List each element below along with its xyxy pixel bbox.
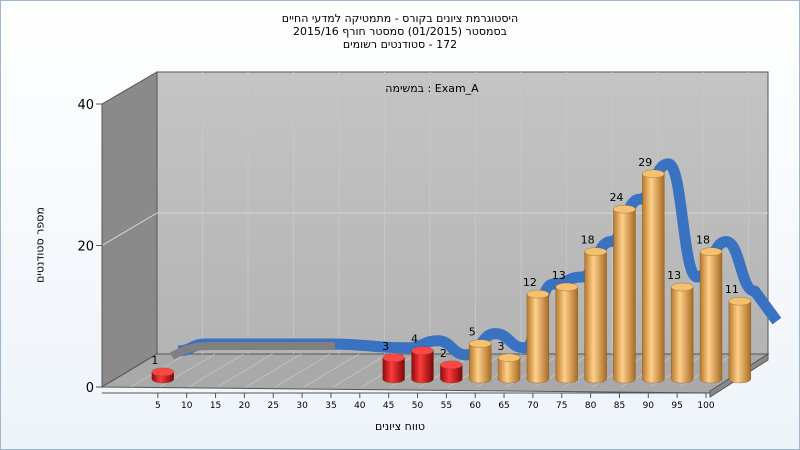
bar-value-label: 11 (725, 283, 739, 296)
bar-100: 18 (696, 234, 723, 384)
bar-body (555, 286, 578, 384)
x-tick-label: 75 (556, 401, 567, 411)
bar-body (584, 251, 607, 384)
x-tick-label: 55 (441, 401, 452, 411)
x-tick-label: 45 (383, 401, 394, 411)
bar-top (671, 282, 694, 292)
y-tick-label: 0 (86, 381, 94, 396)
bar-value-label: 13 (667, 269, 681, 282)
bar-top (613, 205, 636, 214)
bar-95: 13 (667, 269, 694, 384)
bar-80: 18 (581, 234, 607, 384)
x-tick-label: 80 (585, 401, 597, 411)
y-tick-label: 20 (77, 240, 94, 255)
bar-value-label: 1 (151, 354, 158, 367)
bar-45: 3 (382, 340, 405, 384)
x-tick-label: 40 (354, 401, 366, 411)
x-axis-title: טווח ציונים (375, 420, 425, 433)
bar-body (671, 286, 694, 384)
bar-50: 4 (411, 333, 434, 384)
bar-value-label: 4 (411, 333, 418, 346)
bar-top (555, 282, 578, 292)
bar-top (411, 346, 434, 355)
bar-value-label: 5 (469, 326, 476, 339)
grid-line (101, 212, 158, 246)
bar-5: 1 (151, 354, 175, 384)
bar-90: 29 (638, 156, 665, 384)
y-tick-label: 40 (77, 98, 94, 113)
floor-grid-line (332, 353, 389, 388)
bar-body (699, 251, 723, 384)
bar-value-label: 29 (638, 156, 652, 169)
bar-value-label: 18 (696, 234, 710, 247)
floor-grid-line (303, 353, 360, 388)
x-tick-label: 60 (469, 401, 481, 411)
bar-70: 12 (523, 276, 550, 384)
trend-ribbon-flat (170, 342, 335, 360)
bar-top (151, 367, 175, 377)
bar-body (382, 357, 405, 384)
chart-subtitle: במשימה : Exam_A (385, 82, 479, 95)
bar-55: 2 (440, 347, 463, 384)
x-tick-label: 50 (412, 401, 424, 411)
x-tick-label: 5 (155, 401, 161, 411)
bar-105: 11 (725, 283, 751, 384)
x-tick-label: 100 (697, 401, 714, 411)
bar-body (469, 343, 492, 384)
x-tick-label: 10 (181, 401, 193, 411)
bar-75: 13 (552, 269, 578, 384)
bar-body (526, 293, 550, 384)
x-tick-label: 25 (268, 401, 279, 411)
bar-top (584, 247, 607, 256)
bar-85: 24 (609, 191, 636, 384)
bar-value-label: 13 (552, 269, 566, 282)
bar-body (728, 301, 751, 384)
bar-value-label: 3 (498, 340, 505, 353)
y-axis-title: מספר סטודנטים (33, 207, 47, 283)
bar-body (497, 357, 521, 384)
bar-value-label: 3 (382, 340, 389, 353)
bar-top (526, 289, 550, 299)
bar-top (728, 297, 751, 306)
chart-title-line-1: היסטוגרמת ציונים בקורס - מתמטיקה למדעי ה… (281, 12, 519, 25)
bar-body (411, 350, 434, 384)
bar-top (642, 169, 665, 178)
bar-body (440, 364, 463, 384)
floor-grid-line (217, 353, 273, 388)
x-tick-label: 35 (325, 401, 336, 411)
bar-value-label: 24 (609, 191, 623, 204)
bar-body (642, 173, 665, 384)
bar-65: 3 (497, 340, 521, 384)
floor-grid-line (274, 353, 331, 388)
chart-title-line-3: 172 - סטודנטים רשומים (342, 38, 458, 51)
x-tick-label: 85 (614, 401, 625, 411)
x-tick-label: 30 (296, 401, 308, 411)
bar-60: 5 (469, 326, 492, 384)
bar-body (613, 209, 636, 384)
x-tick-label: 20 (239, 401, 251, 411)
x-tick-label: 90 (643, 401, 655, 411)
x-tick-label: 70 (527, 401, 539, 411)
x-tick-label: 65 (498, 401, 509, 411)
bar-value-label: 2 (440, 347, 447, 360)
x-tick-label: 95 (671, 401, 682, 411)
bar-top (440, 360, 463, 370)
floor-grid-line (245, 353, 302, 388)
bar-value-label: 12 (523, 276, 537, 289)
bar-top (497, 353, 521, 362)
floor-grid-line (188, 353, 244, 388)
bar-top (469, 339, 492, 348)
x-tick-label: 15 (210, 401, 221, 411)
bar-top (382, 353, 405, 362)
chart-title-line-2: בסמסטר (01/2015) סמסטר חורף 2015/16 (293, 25, 507, 38)
bar-value-label: 18 (581, 234, 595, 247)
bar-top (699, 247, 723, 256)
